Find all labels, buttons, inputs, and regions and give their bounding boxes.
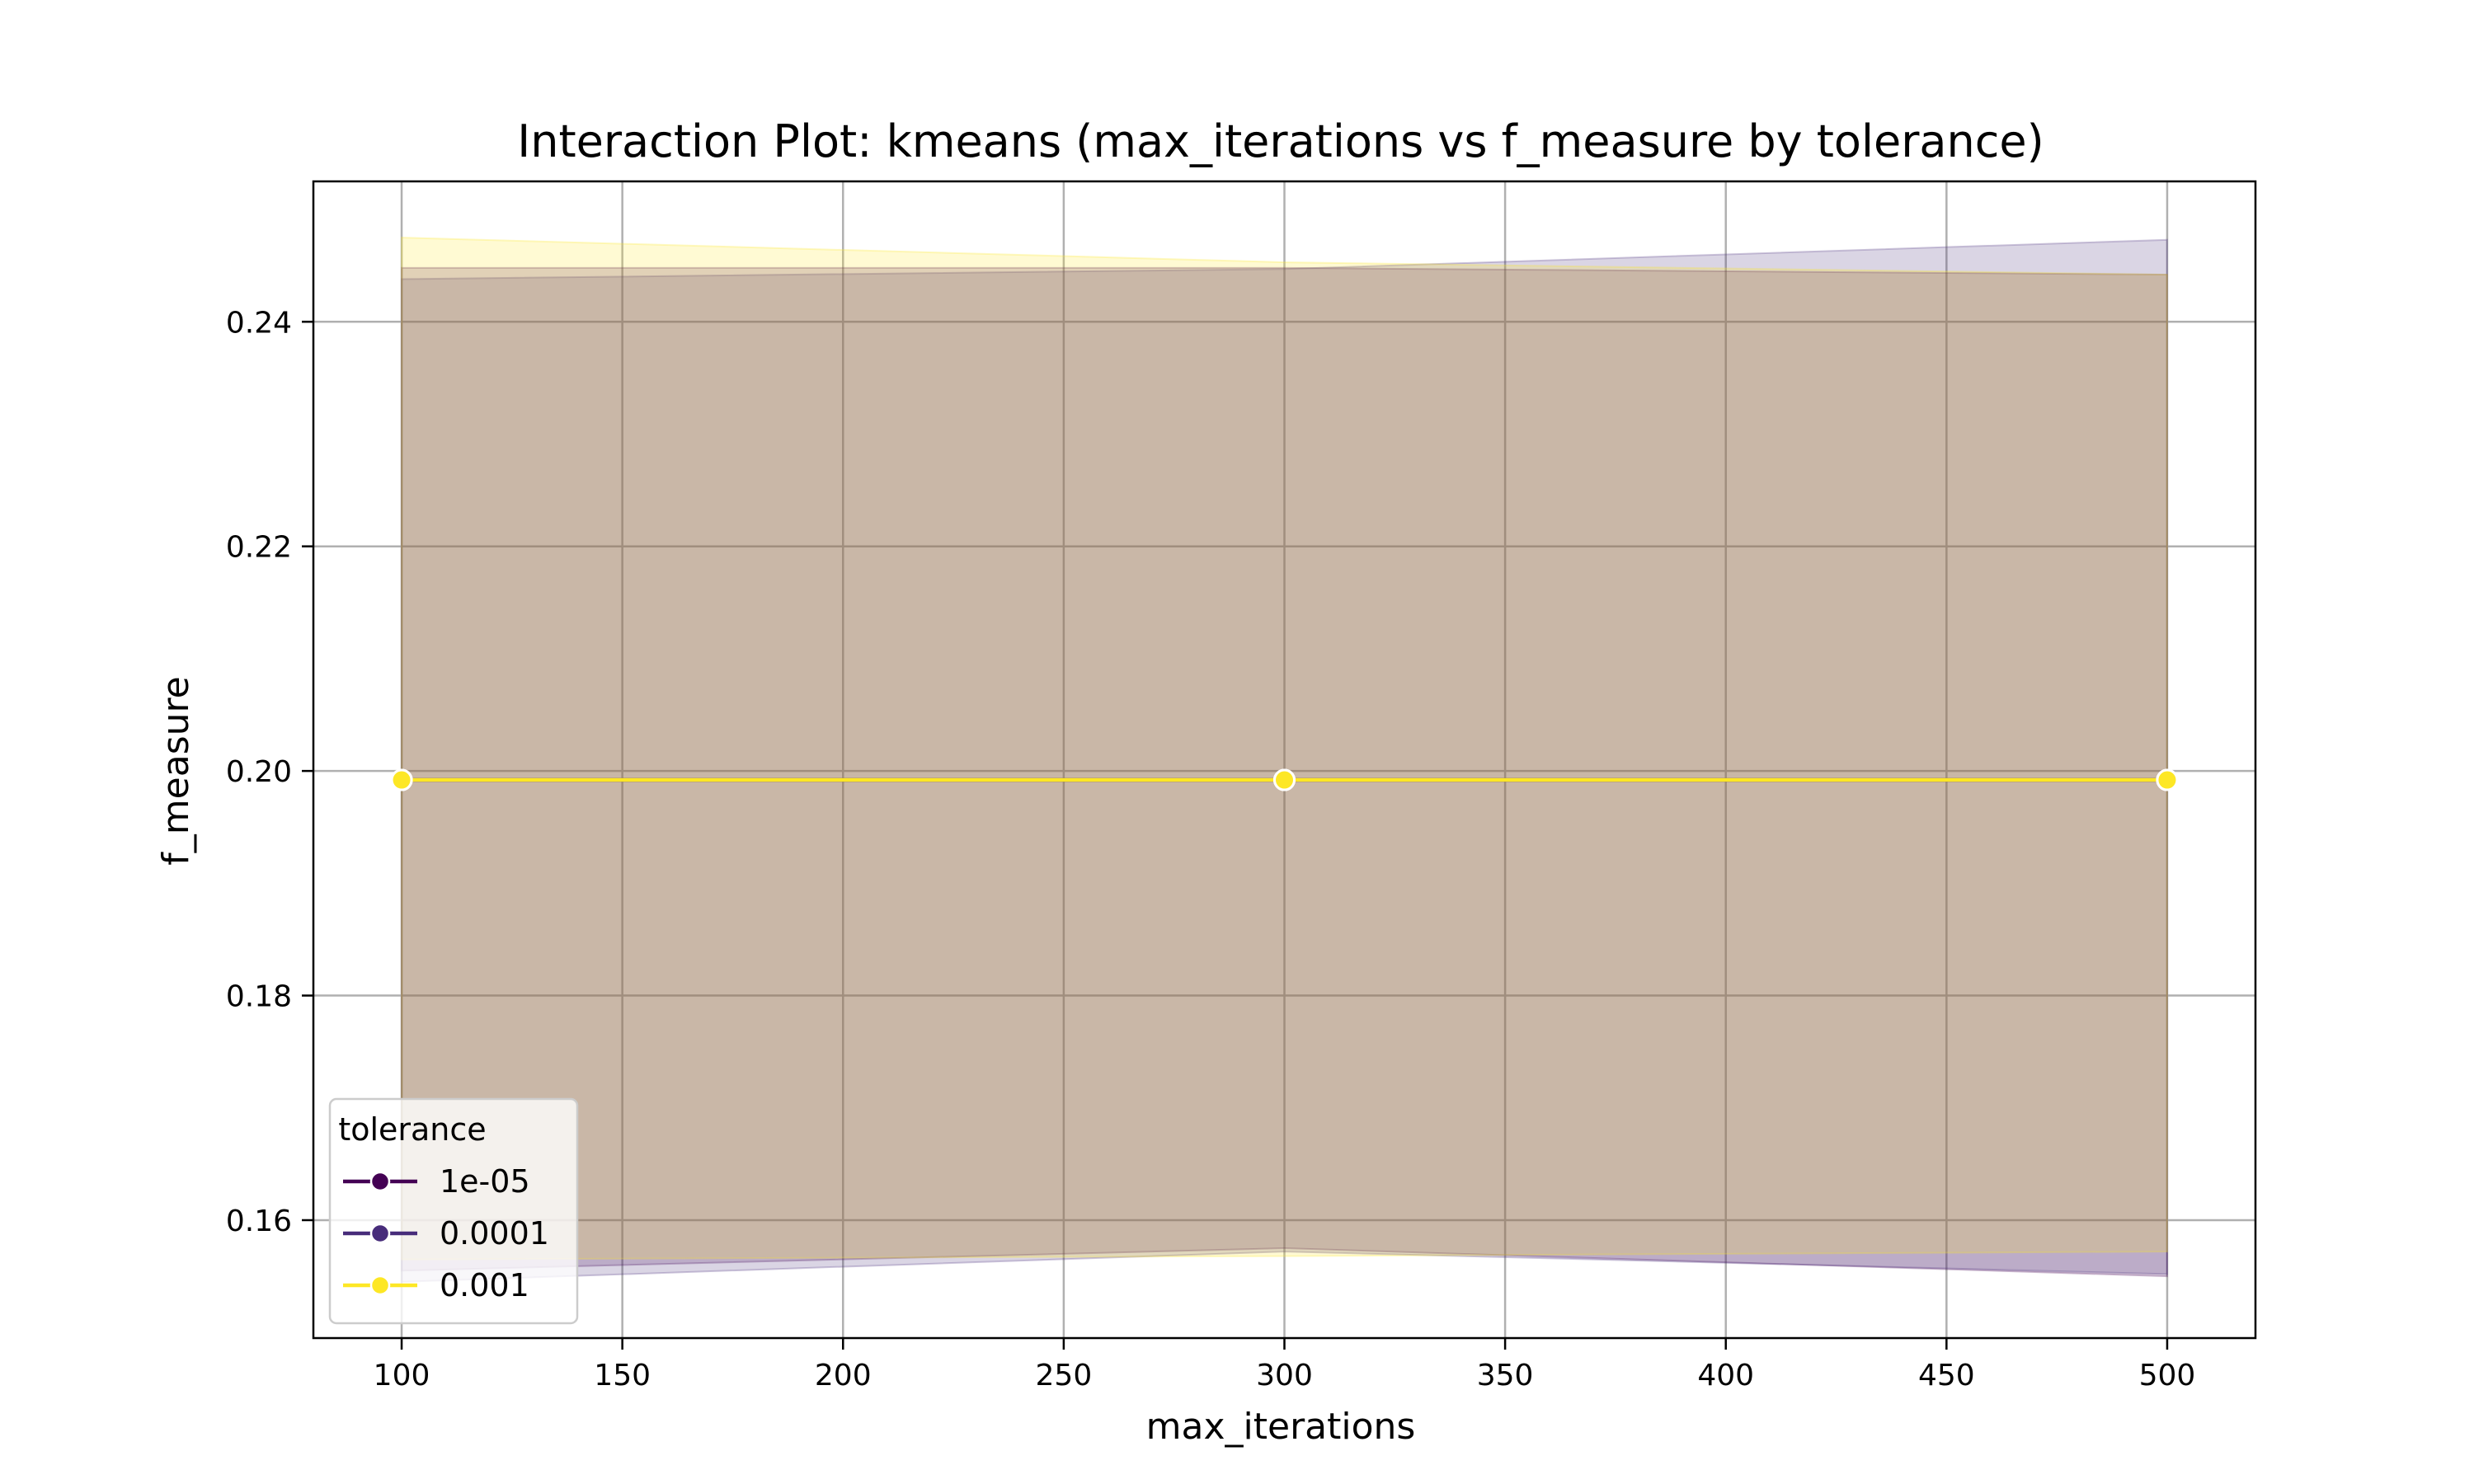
legend-swatch-marker [369,1171,391,1192]
x-tick-label: 450 [1918,1359,1975,1392]
y-tick-label: 0.22 [226,531,292,565]
legend-box [328,1097,579,1325]
x-tick-label: 300 [1256,1359,1313,1392]
y-tick-label: 0.24 [226,306,292,340]
x-tick-label: 200 [815,1359,872,1392]
x-tick-label: 150 [594,1359,651,1392]
plot-area: 100 150 200 250 300 350 400 450 500 0.16 0.18 0.20 0… [226,180,2257,1392]
chart-title: Interaction Plot: kmeans (max_iterations… [517,115,2044,167]
x-tick-label: 400 [1697,1359,1754,1392]
data-point-0.001 [390,768,413,791]
x-tick-label: 350 [1477,1359,1534,1392]
legend-entry-label: 0.001 [440,1267,529,1303]
x-tick-label: 500 [2139,1359,2196,1392]
y-axis-label: f_measure [155,676,197,865]
legend-swatch-marker [369,1223,391,1244]
data-point-0.001 [1273,768,1296,791]
x-tick-label: 100 [374,1359,430,1392]
legend-entry-label: 0.0001 [440,1215,549,1252]
data-point-0.001 [2156,768,2179,791]
legend-entry-label: 1e-05 [440,1163,530,1200]
legend: tolerance 1e-05 0.0001 0.001 [328,1097,579,1325]
y-tick-label: 0.20 [226,755,292,789]
ci-band-0.001 [401,237,2168,1261]
legend-swatch-marker [369,1275,391,1296]
y-tick-label: 0.18 [226,980,292,1014]
y-tick-label: 0.16 [226,1205,292,1238]
legend-title: tolerance [338,1111,486,1148]
x-axis-label: max_iterations [1146,1406,1416,1448]
x-tick-label: 250 [1036,1359,1093,1392]
